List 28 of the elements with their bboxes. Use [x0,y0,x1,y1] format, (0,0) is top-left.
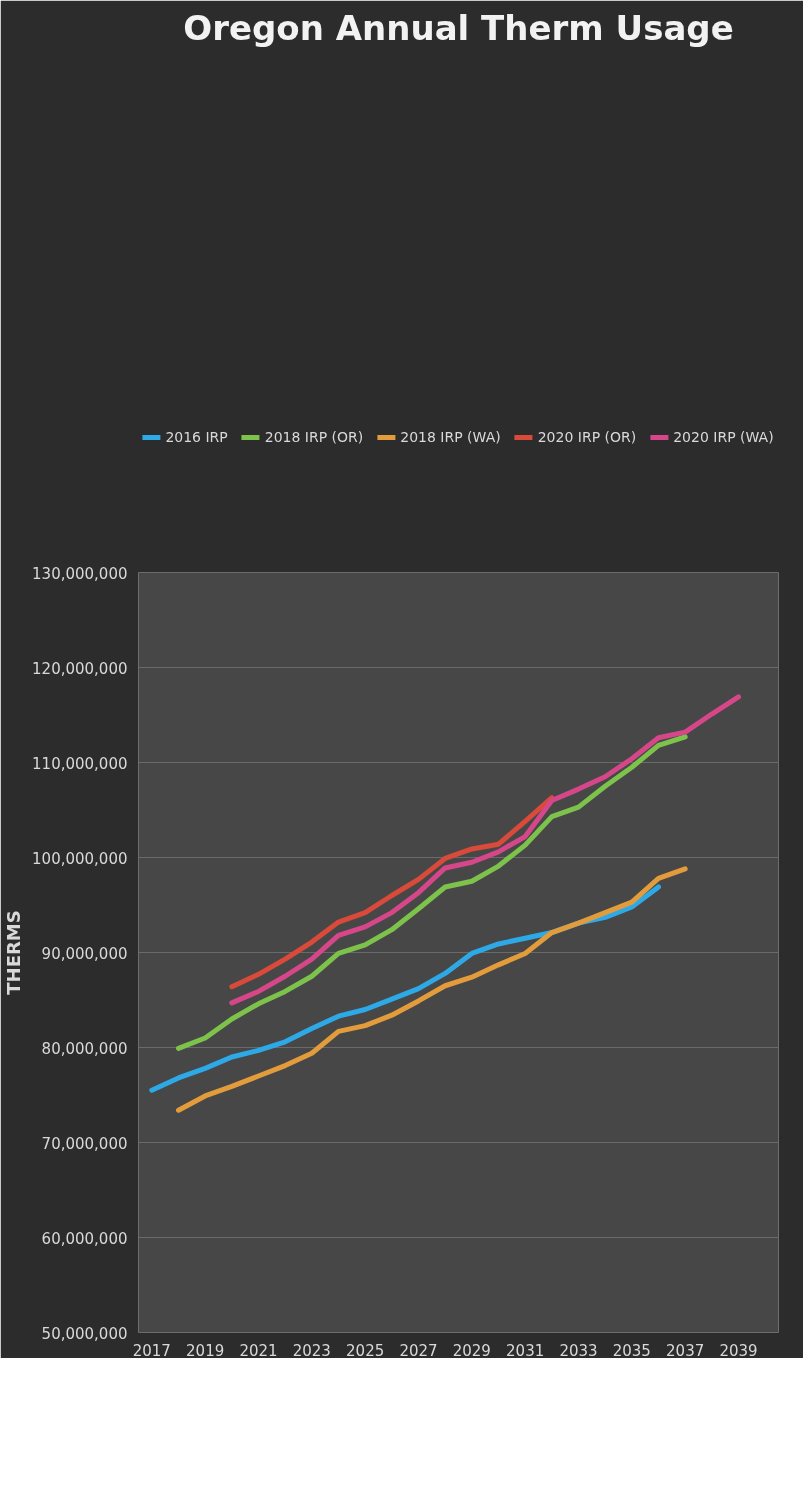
legend-label: 2016 IRP [165,429,228,445]
x-tick-label: 2017 [132,1341,171,1360]
x-tick-label: 2031 [506,1341,545,1360]
x-tick-label: 2037 [666,1341,705,1360]
x-tick-label: 2019 [186,1341,225,1360]
y-axis-title: THERMS [3,910,25,995]
legend-label: 2018 IRP (WA) [400,429,501,445]
x-tick-label: 2027 [399,1341,438,1360]
x-tick-label: 2035 [612,1341,651,1360]
x-tick-label: 2029 [452,1341,491,1360]
y-tick-label: 90,000,000 [41,944,128,963]
y-tick-label: 80,000,000 [41,1039,128,1058]
x-tick-label: 2021 [239,1341,278,1360]
y-tick-label: 120,000,000 [32,659,128,678]
x-tick-label: 2023 [292,1341,331,1360]
legend-label: 2020 IRP (OR) [537,429,637,445]
legend-label: 2018 IRP (OR) [264,429,364,445]
y-tick-label: 70,000,000 [41,1134,128,1153]
legend-label: 2020 IRP (WA) [673,429,774,445]
y-tick-label: 130,000,000 [32,564,128,583]
x-tick-label: 2039 [719,1341,758,1360]
y-tick-label: 110,000,000 [32,754,128,773]
x-tick-label: 2025 [346,1341,385,1360]
y-tick-label: 50,000,000 [41,1324,128,1343]
chart-title: Oregon Annual Therm Usage [183,7,734,48]
y-tick-label: 100,000,000 [32,849,128,868]
x-tick-label: 2033 [559,1341,598,1360]
y-tick-label: 60,000,000 [41,1229,128,1248]
